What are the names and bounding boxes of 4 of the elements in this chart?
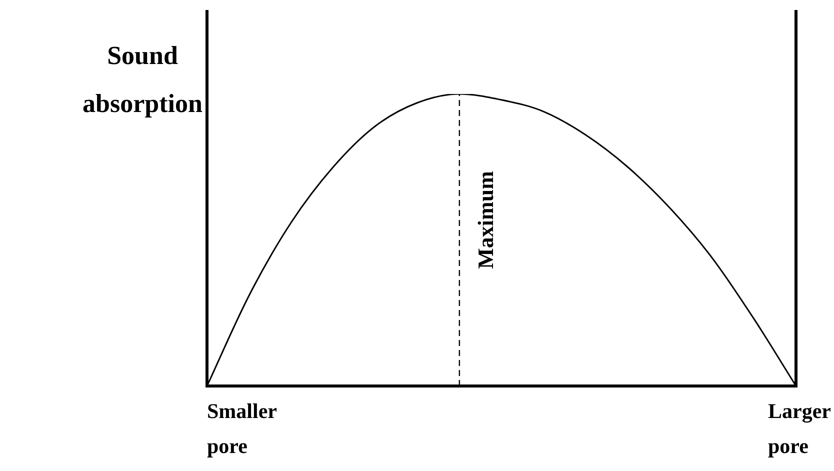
annotation: Maximum <box>473 171 498 269</box>
y-axis-title: Sound absorption <box>82 40 204 120</box>
text: Larger pore <box>768 398 831 460</box>
text: Smaller pore <box>207 398 278 460</box>
